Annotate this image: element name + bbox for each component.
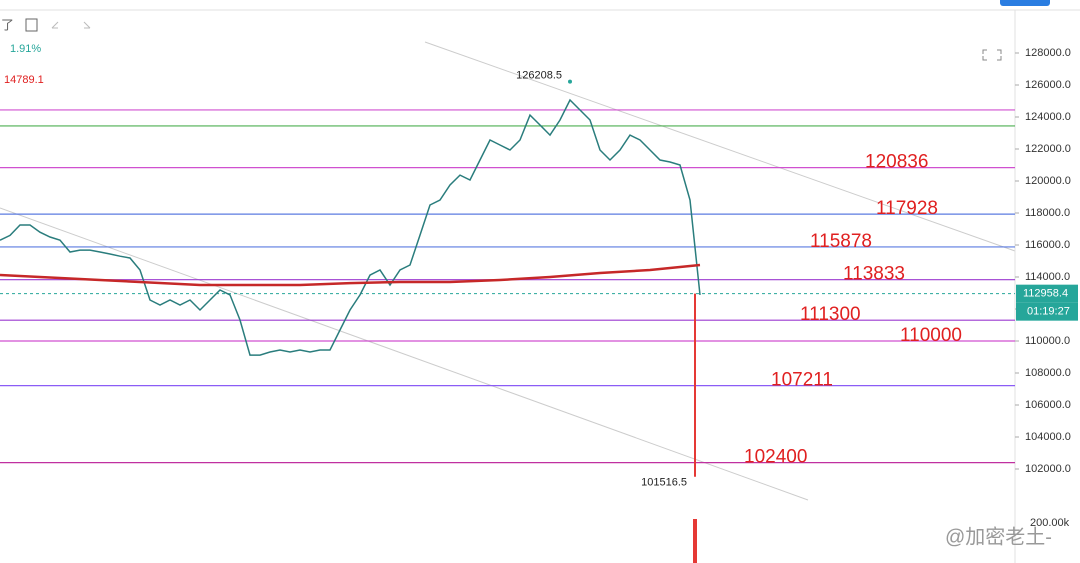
fullscreen-icon[interactable] — [982, 49, 1002, 61]
trend-line — [0, 207, 809, 501]
y-tick-label: 104000.0 — [1025, 431, 1071, 443]
y-tick-label: 128000.0 — [1025, 47, 1071, 59]
y-tick-label: 114000.0 — [1025, 271, 1070, 283]
high-label: 126208.5 — [516, 70, 562, 82]
y-tick-label: 118000.0 — [1025, 207, 1070, 219]
volume-axis-label: 200.00k — [1030, 517, 1070, 529]
level-label: 107211 — [771, 370, 833, 391]
level-label: 115878 — [810, 231, 872, 252]
current-price-label: 112958.4 — [1023, 288, 1068, 300]
redo-icon[interactable] — [83, 21, 91, 29]
level-label: 117928 — [876, 198, 938, 219]
y-tick-label: 120000.0 — [1025, 175, 1071, 187]
y-tick-label: 102000.0 — [1025, 463, 1071, 475]
y-tick-label: 110000.0 — [1025, 335, 1070, 347]
level-label: 120836 — [865, 152, 928, 173]
y-tick-label: 122000.0 — [1025, 143, 1071, 155]
price-label: 14789.1 — [4, 74, 44, 86]
price-line — [0, 263, 701, 287]
delete-icon[interactable] — [25, 18, 38, 32]
y-tick-label: 116000.0 — [1025, 239, 1070, 251]
y-tick-label: 124000.0 — [1025, 111, 1071, 123]
change-label: 1.91% — [10, 43, 41, 55]
level-label: 102400 — [744, 447, 807, 468]
current-price-box — [1016, 284, 1078, 303]
watermark: @加密老土- — [945, 525, 1052, 548]
level-label: 110000 — [900, 325, 962, 346]
toolbar-button[interactable] — [1000, 0, 1050, 6]
y-tick-label: 126000.0 — [1025, 79, 1071, 91]
level-label: 113833 — [843, 264, 905, 285]
high-point — [568, 79, 572, 84]
low-label: 101516.5 — [641, 477, 687, 489]
toolbar-icon[interactable]: 了 — [1, 17, 14, 32]
y-tick-label: 106000.0 — [1025, 399, 1071, 411]
trend-line — [424, 41, 1016, 252]
countdown-label: 01:19:27 — [1027, 306, 1070, 318]
level-label: 111300 — [800, 304, 861, 325]
countdown-box — [1016, 302, 1078, 321]
price-line — [0, 98, 701, 356]
volume-bar — [693, 519, 697, 563]
undo-icon[interactable] — [51, 21, 59, 29]
y-tick-label: 108000.0 — [1025, 367, 1071, 379]
